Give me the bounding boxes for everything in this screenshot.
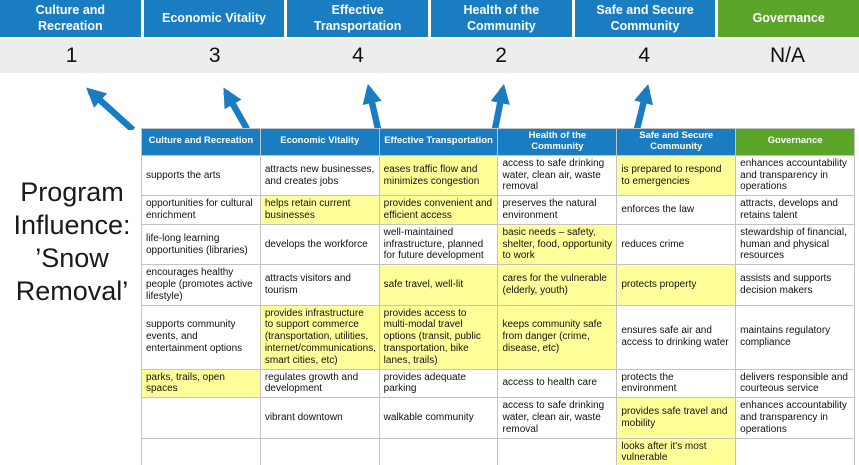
matrix-cell-0-0: supports the arts (141, 154, 261, 197)
category-header-5: Governance (718, 0, 859, 37)
matrix-row-1: opportunities for cultural enrichment hel… (141, 195, 855, 225)
matrix-cell-1-4: enforces the law (616, 195, 737, 225)
matrix-cell-3-0: encourages healthy people (promotes acti… (141, 264, 261, 306)
influence-arrow-4 (490, 83, 510, 130)
matrix-row-7: looks after it's most vulnerable (141, 437, 855, 465)
matrix-cell-1-0: opportunities for cultural enrichment (141, 195, 261, 225)
matrix-cell-3-2: safe travel, well-lit (378, 264, 499, 306)
matrix-header-4: Safe and Secure Community (616, 128, 737, 156)
matrix-cell-0-5: enhances accountability and transparency… (735, 154, 855, 197)
matrix-cell-5-1: regulates growth and development (259, 368, 380, 399)
program-title: Program Influence: ’Snow Removal’ (13, 177, 131, 306)
matrix-cell-7-5 (735, 437, 855, 465)
matrix-cell-6-4: provides safe travel and mobility (616, 397, 737, 439)
matrix-header-5: Governance (735, 128, 855, 156)
matrix-row-2: life-long learning opportunities (librar… (141, 223, 855, 266)
matrix-cell-7-1 (259, 437, 380, 465)
category-score-5: N/A (769, 44, 805, 67)
matrix-header-1: Economic Vitality (259, 128, 380, 156)
score-bar: 1 3 4 2 4 N/A (0, 39, 859, 73)
category-header-4: Safe and Secure Community (574, 0, 716, 37)
matrix-cell-7-0 (141, 437, 261, 465)
matrix-cell-5-5: delivers responsible and courteous servi… (735, 368, 855, 399)
matrix-cell-2-1: develops the workforce (259, 223, 380, 266)
matrix-cell-3-5: assists and supports decision makers (735, 264, 855, 306)
matrix-cell-2-2: well-maintained infrastructure, planned … (378, 223, 499, 266)
matrix-cell-2-3: basic needs – safety, shelter, food, opp… (497, 223, 618, 266)
matrix-cell-1-2: provides convenient and efficient access (378, 195, 499, 225)
matrix-cell-4-5: maintains regulatory compliance (735, 304, 855, 370)
matrix-cell-1-1: helps retain current businesses (259, 195, 380, 225)
matrix-cell-0-1: attracts new businesses, and creates job… (259, 154, 380, 197)
matrix-cell-4-2: provides access to multi-modal travel op… (378, 304, 499, 370)
matrix-row-6: vibrant downtown walkable community access… (141, 397, 855, 439)
matrix-cell-5-3: access to health care (497, 368, 618, 399)
matrix-cell-6-2: walkable community (378, 397, 499, 439)
matrix-cell-4-1: provides infrastructure to support comme… (259, 304, 380, 370)
matrix-cell-4-4: ensures safe air and access to drinking … (616, 304, 737, 370)
influence-arrow-2 (223, 87, 250, 130)
matrix-cell-6-5: enhances accountability and transparency… (735, 397, 855, 439)
matrix-cell-4-3: keeps community safe from danger (crime,… (497, 304, 618, 370)
matrix-cell-6-3: access to safe drinking water, clean air… (497, 397, 618, 439)
matrix-cell-4-0: supports community events, and entertain… (141, 304, 261, 370)
matrix-cell-5-4: protects the environment (616, 368, 737, 399)
matrix-cell-0-3: access to safe drinking water, clean air… (497, 154, 618, 197)
matrix-cell-2-5: stewardship of financial, human and phys… (735, 223, 855, 266)
matrix-row-5: parks, trails, open spaces regulates grow… (141, 368, 855, 399)
category-header-1: Economic Vitality (143, 0, 285, 37)
matrix-row-0: supports the arts attracts new businesses… (141, 154, 855, 197)
category-header-3: Health of the Community (431, 0, 572, 37)
arrows-layer (86, 83, 653, 130)
category-header-2: Effective Transportation (287, 0, 429, 37)
matrix-row-3: encourages healthy people (promotes acti… (141, 264, 855, 306)
matrix-row-4: supports community events, and entertain… (141, 304, 855, 370)
matrix-body: supports the arts attracts new businesses… (141, 154, 855, 465)
category-score-1: 3 (208, 44, 221, 67)
matrix-cell-7-4: looks after it's most vulnerable (616, 437, 737, 465)
matrix-cell-3-1: attracts visitors and tourism (259, 264, 380, 306)
matrix-cell-0-2: eases traffic flow and minimizes congest… (378, 154, 499, 197)
influence-arrow-5 (633, 83, 653, 130)
matrix-cell-2-0: life-long learning opportunities (librar… (141, 223, 261, 266)
category-header-0: Culture and Recreation (0, 0, 141, 37)
matrix-cell-6-1: vibrant downtown (259, 397, 380, 439)
matrix-cell-7-2 (378, 437, 499, 465)
category-score-4: 4 (638, 44, 651, 67)
matrix-cell-6-0 (141, 397, 261, 439)
matrix-header-2: Effective Transportation (378, 128, 499, 156)
matrix-cell-5-0: parks, trails, open spaces (141, 368, 261, 399)
category-score-3: 2 (495, 44, 507, 67)
influence-arrow-3 (362, 83, 382, 130)
matrix-header-row: Culture and Recreation Economic Vitality E… (141, 128, 855, 156)
influence-arrow-1 (86, 87, 136, 130)
matrix-cell-5-2: provides adequate parking (378, 368, 499, 399)
category-header-bar: Culture and Recreation Economic Vitality E… (0, 0, 859, 37)
matrix-cell-2-4: reduces crime (616, 223, 737, 266)
matrix-cell-1-5: attracts, develops and retains talent (735, 195, 855, 225)
category-score-2: 4 (352, 44, 364, 67)
matrix-cell-1-3: preserves the natural environment (497, 195, 618, 225)
influence-matrix: Culture and Recreation Economic Vitality E… (141, 128, 855, 465)
matrix-header-3: Health of the Community (497, 128, 618, 156)
matrix-cell-0-4: is prepared to respond to emergencies (616, 154, 737, 197)
matrix-cell-3-3: cares for the vulnerable (elderly, youth… (497, 264, 618, 306)
matrix-cell-7-3 (497, 437, 618, 465)
category-score-0: 1 (65, 44, 78, 67)
matrix-header-0: Culture and Recreation (141, 128, 261, 156)
matrix-cell-3-4: protects property (616, 264, 737, 306)
